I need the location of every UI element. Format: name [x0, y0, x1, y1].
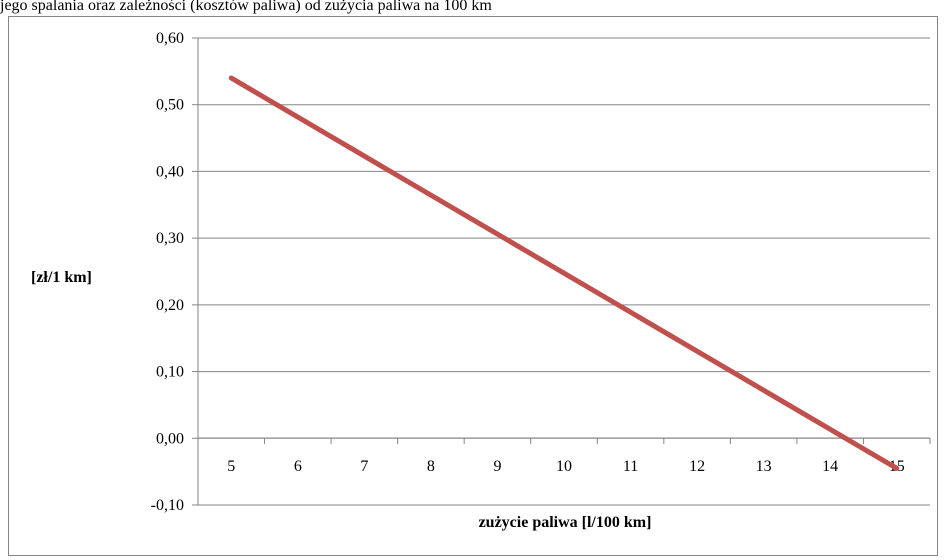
y-tick-label: 0,40: [156, 163, 184, 180]
x-tick-label: 6: [294, 458, 302, 475]
x-tick-label: 11: [623, 458, 638, 475]
x-tick-label: 8: [427, 458, 435, 475]
x-tick-label: 5: [227, 458, 235, 475]
y-tick-label: 0,10: [156, 364, 184, 381]
x-axis-ticks: 5 6 7 8 9 10 11 12 13 14 15: [197, 438, 931, 475]
chart-area: [8, 16, 938, 556]
y-axis-ticks: -0,10 0,00 0,10 0,20 0,30 0,40 0,50 0,60: [151, 30, 198, 514]
x-tick-label: 14: [822, 458, 838, 475]
x-tick-label: 9: [493, 458, 501, 475]
y-tick-label: 0,30: [156, 230, 184, 247]
x-tick-label: 12: [689, 458, 705, 475]
y-tick-label: 0,50: [156, 97, 184, 114]
y-tick-label: 0,00: [156, 430, 184, 447]
axes: [197, 38, 930, 505]
x-axis-title: zużycie paliwa [l/100 km]: [479, 514, 652, 531]
y-tick-label: 0,60: [156, 30, 184, 47]
x-tick-label: 13: [756, 458, 772, 475]
page-caption: jego spalania oraz zależności (kosztów p…: [0, 0, 492, 14]
series-group: [228, 75, 900, 471]
x-tick-label: 7: [360, 458, 368, 475]
x-tick-label: 10: [556, 458, 572, 475]
grid-lines: [198, 37, 930, 506]
y-tick-label: -0,10: [151, 497, 184, 514]
series-line: [228, 75, 900, 471]
y-axis-title: [zł/1 km]: [31, 269, 92, 286]
y-tick-label: 0,20: [156, 297, 184, 314]
